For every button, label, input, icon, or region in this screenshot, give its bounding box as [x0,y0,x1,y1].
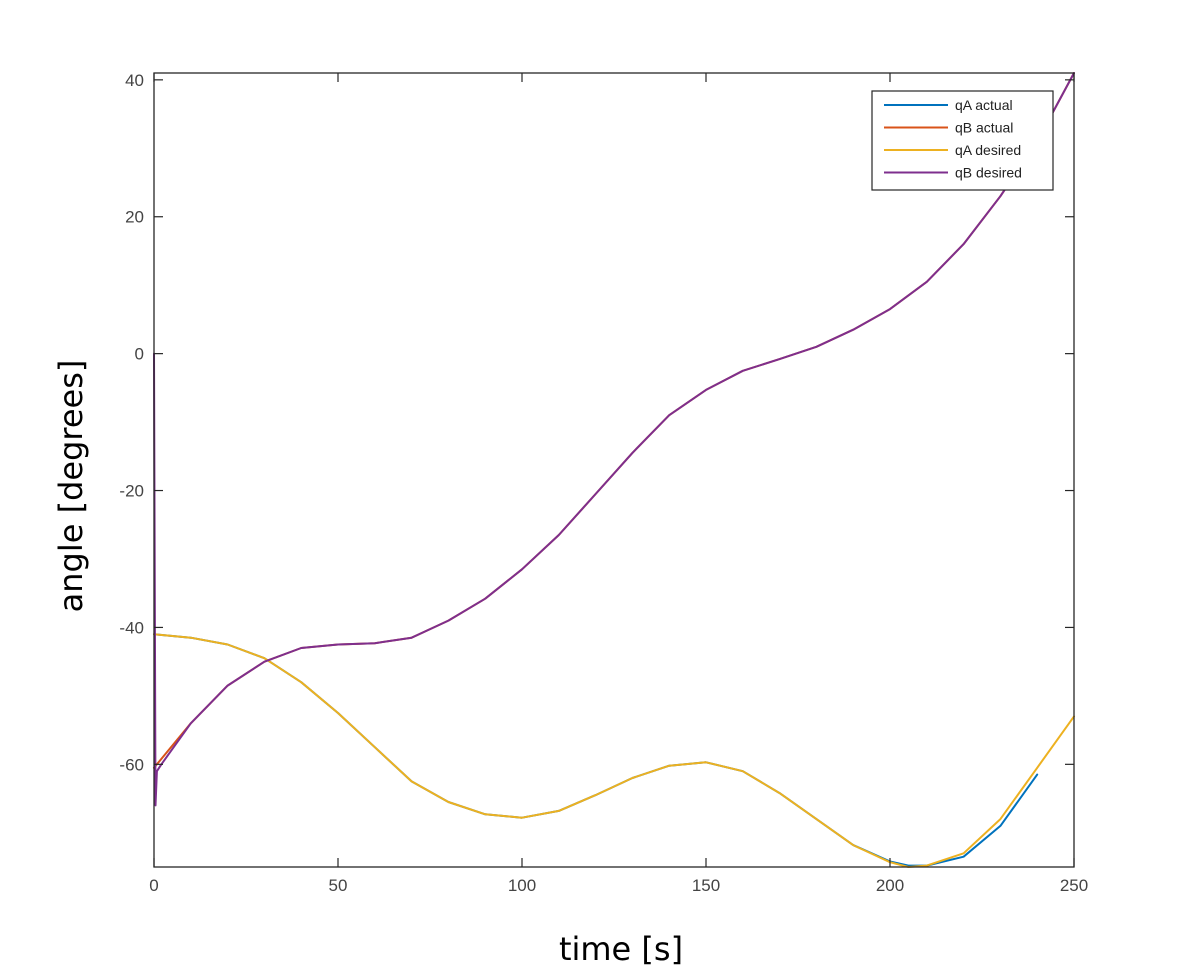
tick-layer: 0 50 100 150 200 250 -60 -40 -20 0 20 40 [119,71,1088,895]
plot-frame [153,72,1075,868]
y-tick-label: 20 [125,208,144,227]
x-tick-label: 50 [329,876,348,895]
series-line-3 [153,633,1075,868]
y-tick-label: -40 [119,618,144,637]
x-tick-label: 250 [1060,876,1088,895]
y-tick-label: -20 [119,482,144,501]
series-line-4 [153,72,1075,807]
y-tick-label: -60 [119,755,144,774]
legend-label: qB desired [955,165,1022,181]
x-tick-label: 150 [692,876,720,895]
x-tick-label: 0 [149,876,158,895]
y-tick-label: 0 [135,345,144,364]
legend-label: qA desired [955,142,1021,158]
legend-label: qA actual [955,97,1013,113]
y-axis-label: angle [degrees] [52,360,90,613]
plot-area [154,73,1074,867]
x-tick-label: 200 [876,876,904,895]
x-tick-label: 100 [508,876,536,895]
y-tick-label: 40 [125,71,144,90]
x-axis-label: time [s] [559,930,683,968]
legend-label: qB actual [955,120,1013,136]
series-layer [153,72,1075,868]
legend: qA actual qB actual qA desired qB desired [871,90,1054,191]
